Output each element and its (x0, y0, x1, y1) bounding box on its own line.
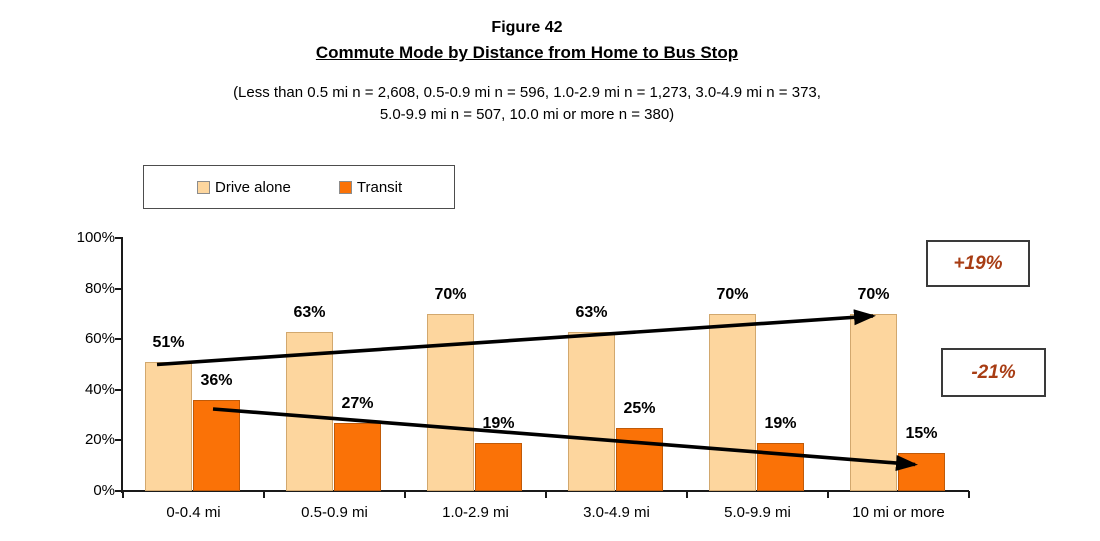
bar-transit (616, 427, 663, 491)
legend-label-drive-alone: Drive alone (215, 178, 291, 196)
chart-subtitle-line1: (Less than 0.5 mi n = 2,608, 0.5-0.9 mi … (233, 84, 821, 101)
y-axis-label: 0% (93, 482, 115, 499)
annotation-minus-text: -21% (971, 361, 1016, 383)
chart-header: Figure 42 Commute Mode by Distance from … (0, 19, 1054, 126)
annotation-drive-alone-change: +19% (926, 240, 1030, 287)
x-axis-label: 0.5-0.9 mi (301, 504, 368, 521)
value-label: 19% (764, 414, 797, 432)
bar-transit (757, 442, 804, 491)
value-label: 70% (857, 285, 890, 303)
y-axis-label: 60% (84, 330, 115, 348)
drive-alone-swatch-icon (197, 180, 210, 194)
y-axis-tick (115, 237, 122, 239)
y-axis-tick (115, 388, 122, 391)
legend-item-drive-alone: Drive alone (197, 179, 291, 196)
x-axis-tick (404, 491, 406, 498)
y-axis-tick (115, 287, 122, 290)
y-axis-tick (115, 490, 122, 492)
chart-title: Commute Mode by Distance from Home to Bu… (315, 43, 739, 62)
y-axis-tick (115, 338, 122, 341)
x-axis-label: 0-0.4 mi (166, 504, 221, 521)
value-label: 63% (575, 303, 608, 321)
value-label: 19% (482, 414, 515, 432)
y-axis-label: 40% (84, 380, 115, 398)
figure-number: Figure 42 (491, 19, 563, 36)
y-axis-label: 80% (84, 279, 115, 297)
y-axis-tick (115, 439, 122, 442)
value-label: 36% (200, 371, 233, 389)
chart-subtitle-line2: 5.0-9.9 mi n = 507, 10.0 mi or more n = … (379, 106, 675, 123)
value-label: 27% (341, 394, 374, 412)
x-axis-label: 10 mi or more (852, 504, 945, 521)
x-axis-tick (968, 491, 970, 498)
x-axis-tick (545, 491, 547, 498)
y-axis-label: 20% (84, 431, 115, 449)
x-axis-label: 1.0-2.9 mi (442, 504, 509, 521)
y-axis-label: 100% (76, 229, 115, 246)
x-axis-label: 3.0-4.9 mi (583, 504, 650, 521)
legend-item-transit: Transit (338, 178, 403, 196)
x-axis-label: 5.0-9.9 mi (724, 504, 791, 521)
annotation-transit-change: -21% (941, 348, 1046, 397)
legend: Drive alone Transit (143, 165, 455, 209)
bar-transit (475, 442, 522, 491)
x-axis-tick (263, 491, 265, 498)
value-label: 63% (293, 303, 326, 321)
x-axis-tick (686, 491, 688, 498)
transit-swatch-icon (338, 180, 352, 194)
bar-transit (334, 422, 381, 491)
value-label: 51% (152, 333, 185, 351)
value-label: 25% (623, 399, 656, 417)
value-label: 15% (905, 425, 938, 443)
bar-drive-alone (145, 361, 192, 491)
x-axis-tick (827, 491, 829, 498)
bar-transit (193, 399, 240, 491)
legend-label-transit: Transit (356, 178, 403, 196)
annotation-plus-text: +19% (953, 252, 1003, 274)
value-label: 70% (434, 285, 467, 303)
bar-drive-alone (427, 313, 474, 491)
y-axis-line (121, 237, 123, 493)
bar-transit (898, 453, 945, 491)
value-label: 70% (716, 285, 749, 303)
x-axis-tick (122, 491, 124, 498)
bar-drive-alone (850, 313, 897, 491)
chart-subtitle: (Less than 0.5 mi n = 2,608, 0.5-0.9 mi … (0, 82, 1054, 126)
bar-drive-alone (709, 313, 756, 491)
